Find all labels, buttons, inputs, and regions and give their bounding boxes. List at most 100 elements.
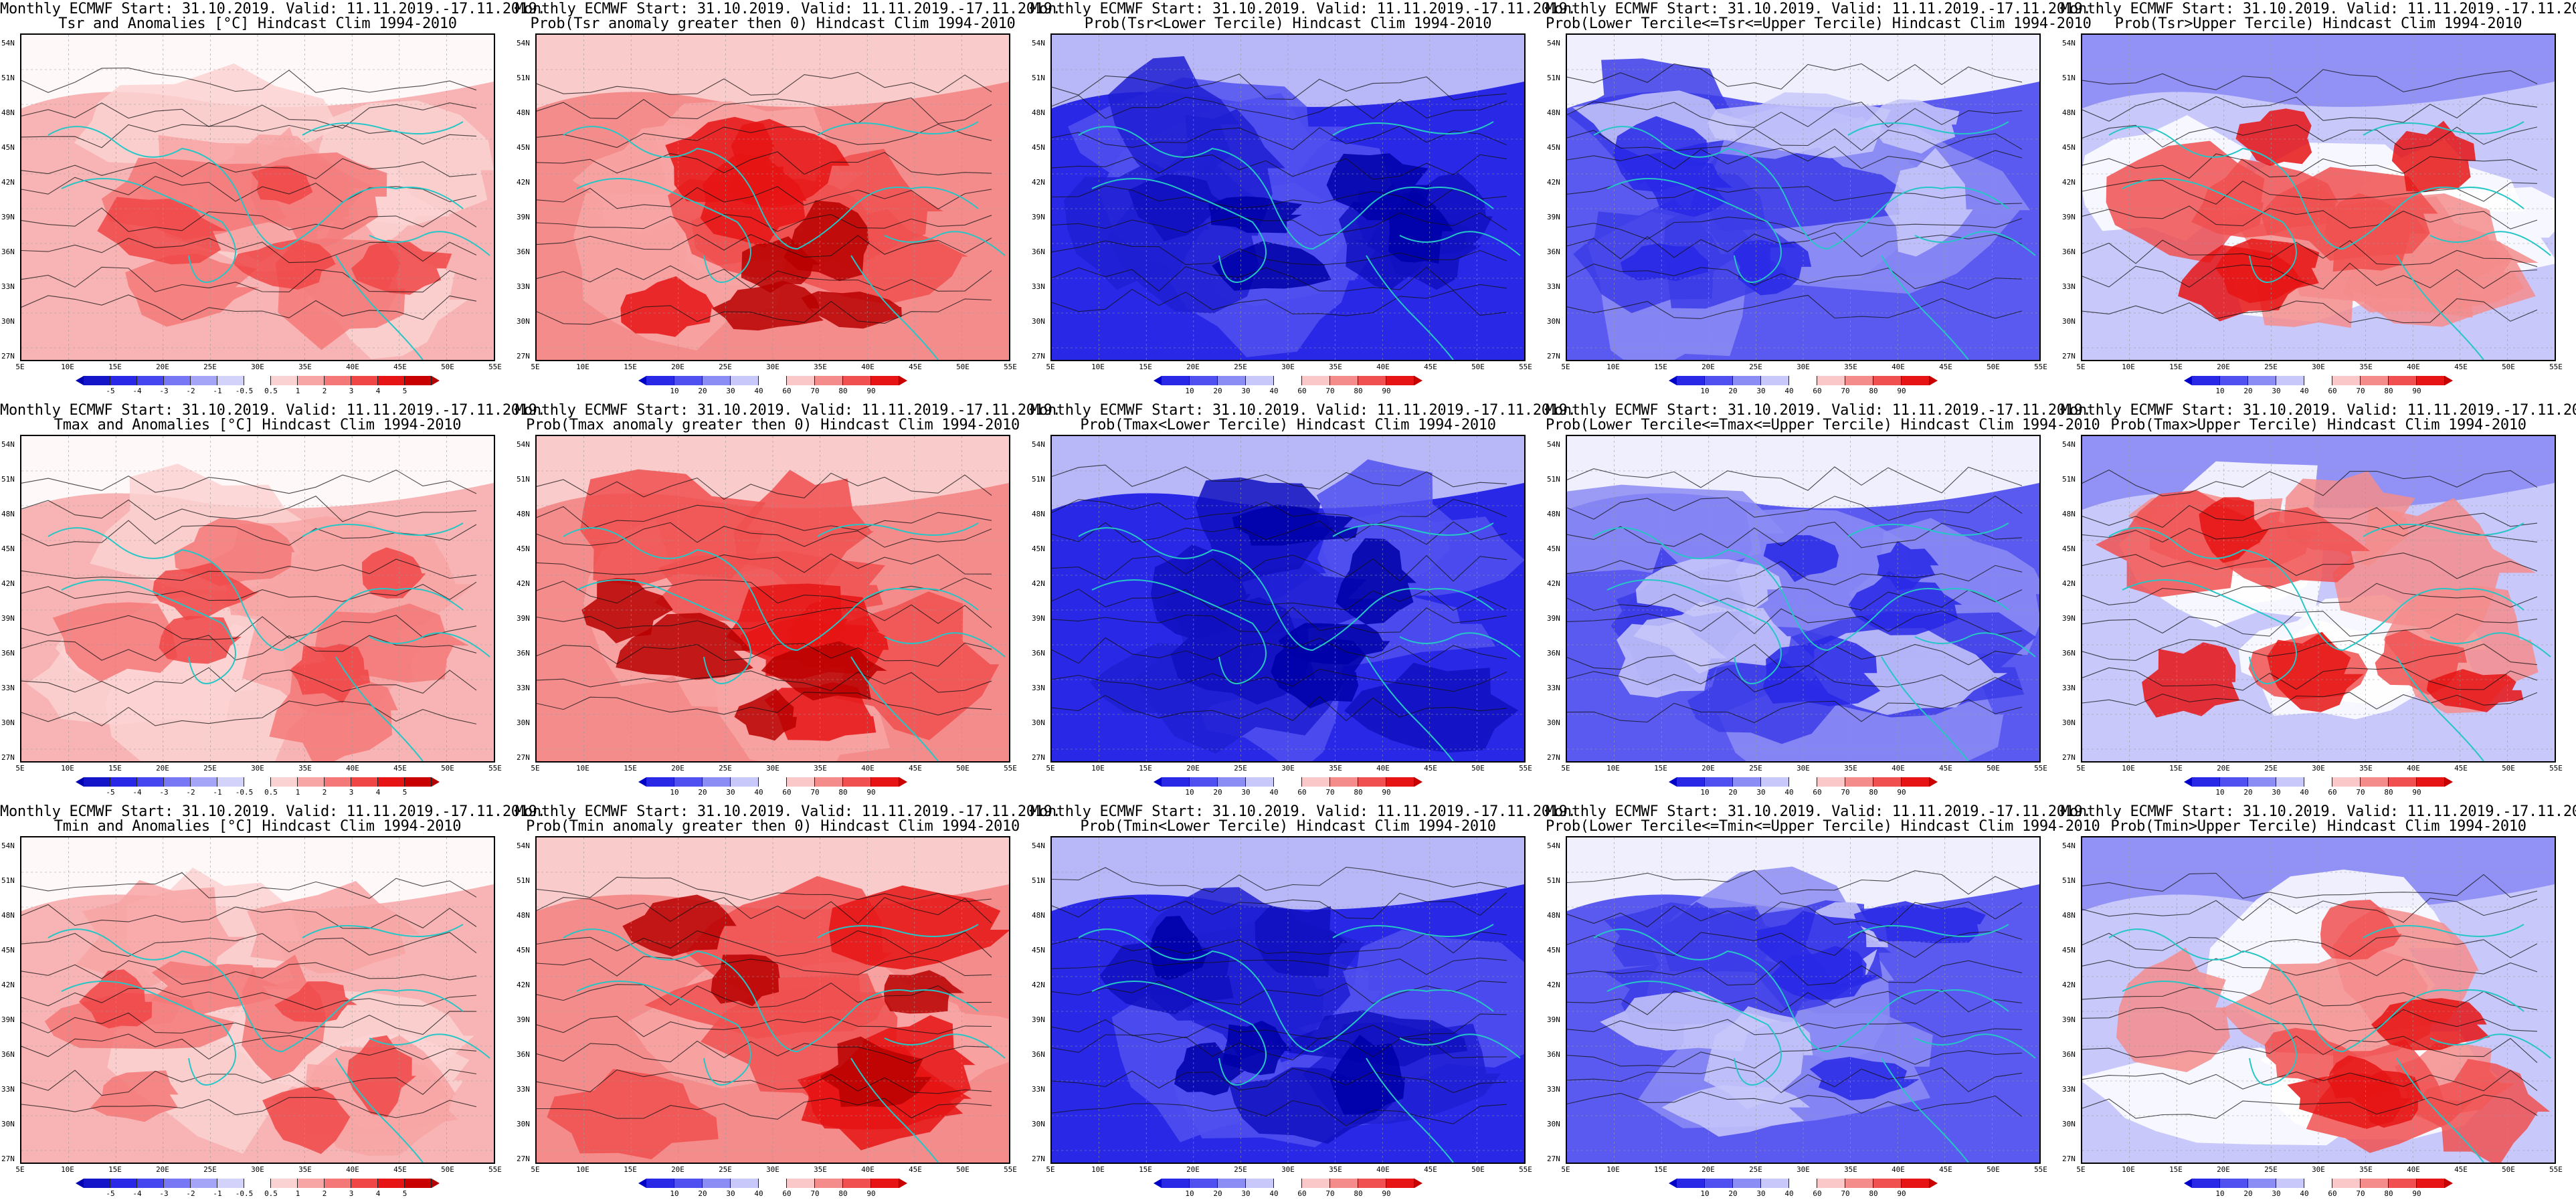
latitude-tick-label: 36N bbox=[1032, 649, 1045, 658]
colorbar bbox=[2184, 376, 2453, 385]
colorbar bbox=[1669, 777, 1938, 787]
forecast-map bbox=[2081, 435, 2556, 763]
colorbar-swatch bbox=[2192, 376, 2220, 385]
longitude-tick-label: 55E bbox=[1519, 363, 1532, 371]
longitude-tick-label: 50E bbox=[2502, 1165, 2515, 1174]
longitude-tick-label: 30E bbox=[1281, 1165, 1295, 1174]
latitude-tick-label: 27N bbox=[2062, 1155, 2076, 1163]
longitude-axis: 5E 10E 15E 20E 25E 30E 35E 40E 45E 50E 55E bbox=[2076, 363, 2563, 372]
panel-title-line1: Monthly ECMWF Start: 31.10.2019. Valid: … bbox=[515, 402, 1061, 419]
colorbar-swatch bbox=[731, 777, 759, 787]
longitude-tick-label: 35E bbox=[2359, 363, 2373, 371]
colorbar-tick-label: 30 bbox=[1756, 1189, 1766, 1198]
latitude-tick-label: 45N bbox=[1547, 946, 1560, 955]
longitude-tick-label: 50E bbox=[1987, 1165, 2000, 1174]
colorbar-tick-label: 0.5 bbox=[264, 387, 278, 395]
longitude-tick-label: 40E bbox=[346, 363, 359, 371]
forecast-map bbox=[2081, 836, 2556, 1164]
colorbar-tick-label: 20 bbox=[1728, 387, 1738, 395]
longitude-tick-label: 30E bbox=[766, 363, 779, 371]
colorbar-arrow-right bbox=[2445, 1179, 2453, 1188]
colorbar-arrow-left bbox=[2184, 777, 2192, 787]
longitude-tick-label: 5E bbox=[2076, 1165, 2086, 1174]
latitude-tick-label: 51N bbox=[2062, 876, 2076, 885]
latitude-tick-label: 42N bbox=[1032, 178, 1045, 187]
latitude-tick-label: 33N bbox=[517, 684, 530, 692]
latitude-axis: 54N 51N 48N 45N 42N 39N 36N 33N 30N 27N bbox=[0, 836, 20, 1164]
latitude-tick-label: 39N bbox=[517, 614, 530, 623]
longitude-tick-label: 10E bbox=[61, 764, 74, 773]
latitude-axis: 54N 51N 48N 45N 42N 39N 36N 33N 30N 27N bbox=[1030, 435, 1050, 763]
colorbar-tick-label: -5 bbox=[106, 1189, 115, 1198]
longitude-tick-label: 50E bbox=[441, 764, 454, 773]
colorbar-swatch bbox=[1386, 376, 1414, 385]
colorbar-swatch bbox=[271, 376, 298, 385]
longitude-tick-label: 40E bbox=[2407, 764, 2420, 773]
panel-title-line1: Monthly ECMWF Start: 31.10.2019. Valid: … bbox=[1030, 803, 1576, 820]
colorbar-arrow-left bbox=[76, 777, 84, 787]
latitude-axis: 54N 51N 48N 45N 42N 39N 36N 33N 30N 27N bbox=[2061, 836, 2081, 1164]
longitude-tick-label: 30E bbox=[2312, 363, 2325, 371]
panel-title-line1: Monthly ECMWF Start: 31.10.2019. Valid: … bbox=[515, 1, 1061, 17]
latitude-tick-label: 27N bbox=[1547, 753, 1560, 762]
map-panel-tsr-problow: Monthly ECMWF Start: 31.10.2019. Valid: … bbox=[1030, 0, 1576, 401]
latitude-tick-label: 48N bbox=[517, 510, 530, 518]
latitude-tick-label: 51N bbox=[517, 475, 530, 484]
colorbar-swatch bbox=[1761, 777, 1789, 787]
colorbar-arrow-right bbox=[432, 777, 440, 787]
colorbar-swatch bbox=[1246, 777, 1274, 787]
colorbar-tick-label: 70 bbox=[2356, 1189, 2365, 1198]
longitude-tick-label: 5E bbox=[1046, 363, 1055, 371]
colorbar-swatch bbox=[1358, 1179, 1386, 1188]
latitude-axis: 54N 51N 48N 45N 42N 39N 36N 33N 30N 27N bbox=[1546, 435, 1566, 763]
colorbar-tick-label: 80 bbox=[1354, 1189, 1363, 1198]
colorbar-tick-label: 30 bbox=[1756, 387, 1766, 395]
longitude-tick-label: 35E bbox=[1844, 764, 1857, 773]
longitude-tick-label: 15E bbox=[2169, 764, 2183, 773]
latitude-tick-label: 30N bbox=[1547, 718, 1560, 727]
colorbar-swatch bbox=[759, 1179, 787, 1188]
latitude-tick-label: 33N bbox=[1032, 1085, 1045, 1094]
colorbar bbox=[638, 777, 907, 787]
latitude-axis: 54N 51N 48N 45N 42N 39N 36N 33N 30N 27N bbox=[2061, 435, 2081, 763]
colorbar bbox=[2184, 777, 2453, 787]
latitude-tick-label: 48N bbox=[2062, 911, 2076, 920]
colorbar bbox=[638, 1179, 907, 1188]
colorbar-swatch bbox=[1733, 777, 1761, 787]
map-panel-tmax-probup: Monthly ECMWF Start: 31.10.2019. Valid: … bbox=[2061, 401, 2576, 803]
longitude-tick-label: 5E bbox=[2076, 363, 2086, 371]
panel-title-line2: Prob(Lower Tercile<=Tsr<=Upper Tercile) … bbox=[1546, 15, 2092, 32]
longitude-tick-label: 15E bbox=[1139, 764, 1152, 773]
map-panel-tsr-probmid: Monthly ECMWF Start: 31.10.2019. Valid: … bbox=[1546, 0, 2092, 401]
latitude-tick-label: 54N bbox=[1547, 841, 1560, 850]
longitude-tick-label: 30E bbox=[251, 363, 264, 371]
colorbar-tick-label: 10 bbox=[670, 788, 679, 797]
longitude-tick-label: 50E bbox=[956, 363, 970, 371]
colorbar-tick-label: 40 bbox=[1269, 1189, 1279, 1198]
colorbar-swatch bbox=[1873, 1179, 1902, 1188]
latitude-tick-label: 33N bbox=[1032, 684, 1045, 692]
latitude-tick-label: 30N bbox=[1032, 317, 1045, 326]
colorbar-tick-label: 10 bbox=[670, 387, 679, 395]
colorbar-swatch bbox=[871, 376, 899, 385]
colorbar-tick-label: 1 bbox=[295, 788, 300, 797]
colorbar-arrow-right bbox=[2445, 376, 2453, 385]
longitude-tick-label: 25E bbox=[1234, 764, 1247, 773]
colorbar-swatch bbox=[1817, 777, 1845, 787]
longitude-tick-label: 35E bbox=[2359, 764, 2373, 773]
latitude-tick-label: 30N bbox=[2062, 317, 2076, 326]
latitude-tick-label: 45N bbox=[1032, 143, 1045, 152]
colorbar-swatch bbox=[217, 376, 244, 385]
latitude-tick-label: 42N bbox=[517, 579, 530, 588]
forecast-map bbox=[1566, 33, 2041, 361]
colorbar-tick-label: 90 bbox=[2412, 788, 2421, 797]
colorbar-swatch bbox=[1873, 376, 1902, 385]
longitude-tick-label: 15E bbox=[108, 764, 122, 773]
forecast-map bbox=[535, 435, 1010, 763]
latitude-tick-label: 45N bbox=[2062, 143, 2076, 152]
longitude-tick-label: 5E bbox=[1046, 764, 1055, 773]
longitude-axis: 5E 10E 15E 20E 25E 30E 35E 40E 45E 50E 55E bbox=[2076, 1165, 2563, 1175]
colorbar-swatch bbox=[815, 777, 843, 787]
colorbar-swatch bbox=[84, 376, 110, 385]
longitude-axis: 5E 10E 15E 20E 25E 30E 35E 40E 45E 50E 55E bbox=[1046, 764, 1532, 773]
